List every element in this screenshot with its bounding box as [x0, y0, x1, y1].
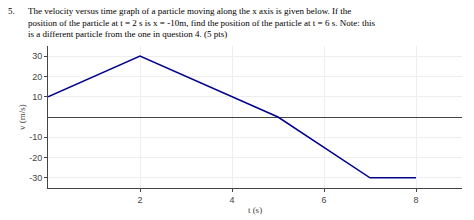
- svg-text:8: 8: [413, 195, 418, 205]
- svg-text:5.: 5.: [8, 6, 15, 16]
- svg-text:6: 6: [321, 195, 326, 205]
- svg-text:4: 4: [229, 195, 234, 205]
- svg-text:-10: -10: [29, 132, 42, 142]
- svg-text:-20: -20: [29, 153, 42, 163]
- svg-text:The velocity versus time graph: The velocity versus time graph of a part…: [28, 6, 375, 39]
- svg-text:-30: -30: [29, 173, 42, 183]
- svg-text:20: 20: [32, 72, 42, 82]
- svg-text:v (m/s): v (m/s): [17, 104, 27, 130]
- svg-text:t (s): t (s): [248, 205, 262, 215]
- svg-text:30: 30: [32, 51, 42, 61]
- svg-text:2: 2: [137, 195, 142, 205]
- svg-text:10: 10: [32, 92, 42, 102]
